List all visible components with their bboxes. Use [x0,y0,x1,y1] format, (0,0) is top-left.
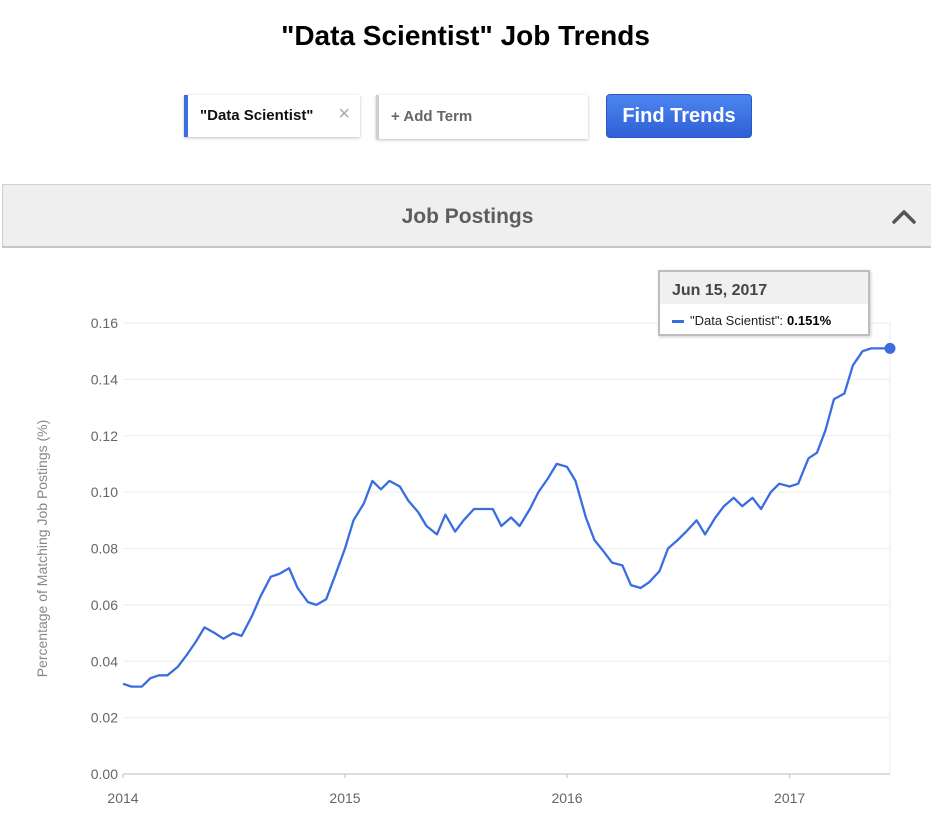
remove-term-icon[interactable]: × [338,103,350,125]
page-title: "Data Scientist" Job Trends [281,20,650,51]
y-tick-label: 0.12 [91,428,118,444]
y-tick-label: 0.10 [91,484,118,500]
panel-title: Job Postings [401,205,534,228]
x-tick-label: 2017 [774,790,805,806]
job-postings-panel-header[interactable]: Job Postings [2,184,931,248]
y-tick-label: 0.04 [91,653,118,669]
tooltip-value: 0.151% [787,313,832,328]
tooltip-row: "Data Scientist": 0.151% [660,304,868,328]
x-tick-label: 2016 [551,790,582,806]
y-tick-label: 0.16 [91,315,118,331]
y-tick-label: 0.02 [91,710,118,726]
chevron-up-icon[interactable] [891,207,917,225]
series-line [122,347,890,688]
tooltip-series-name: "Data Scientist": [690,313,784,328]
hover-point[interactable] [884,342,896,354]
search-term-chip[interactable]: "Data Scientist" × [184,95,360,137]
y-tick-label: 0.14 [91,371,118,387]
add-term-input[interactable] [389,95,583,137]
search-term-label: "Data Scientist" [200,107,314,124]
tooltip-series-swatch [672,320,684,324]
find-trends-button[interactable]: Find Trends [606,94,752,138]
y-tick-label: 0.08 [91,541,118,557]
y-tick-label: 0.00 [91,766,118,782]
y-axis-label: Percentage of Matching Job Postings (%) [34,420,50,678]
x-tick-label: 2014 [107,790,138,806]
job-postings-chart: 0.00 0.02 0.04 0.06 0.08 0.10 0.12 0.14 0.16 2014… [34,315,896,806]
tooltip-date: Jun 15, 2017 [660,272,868,304]
x-tick-label: 2015 [329,790,360,806]
y-tick-label: 0.06 [91,597,118,613]
add-term-box[interactable] [376,95,588,139]
chart-tooltip: Jun 15, 2017 "Data Scientist": 0.151% [658,270,870,336]
